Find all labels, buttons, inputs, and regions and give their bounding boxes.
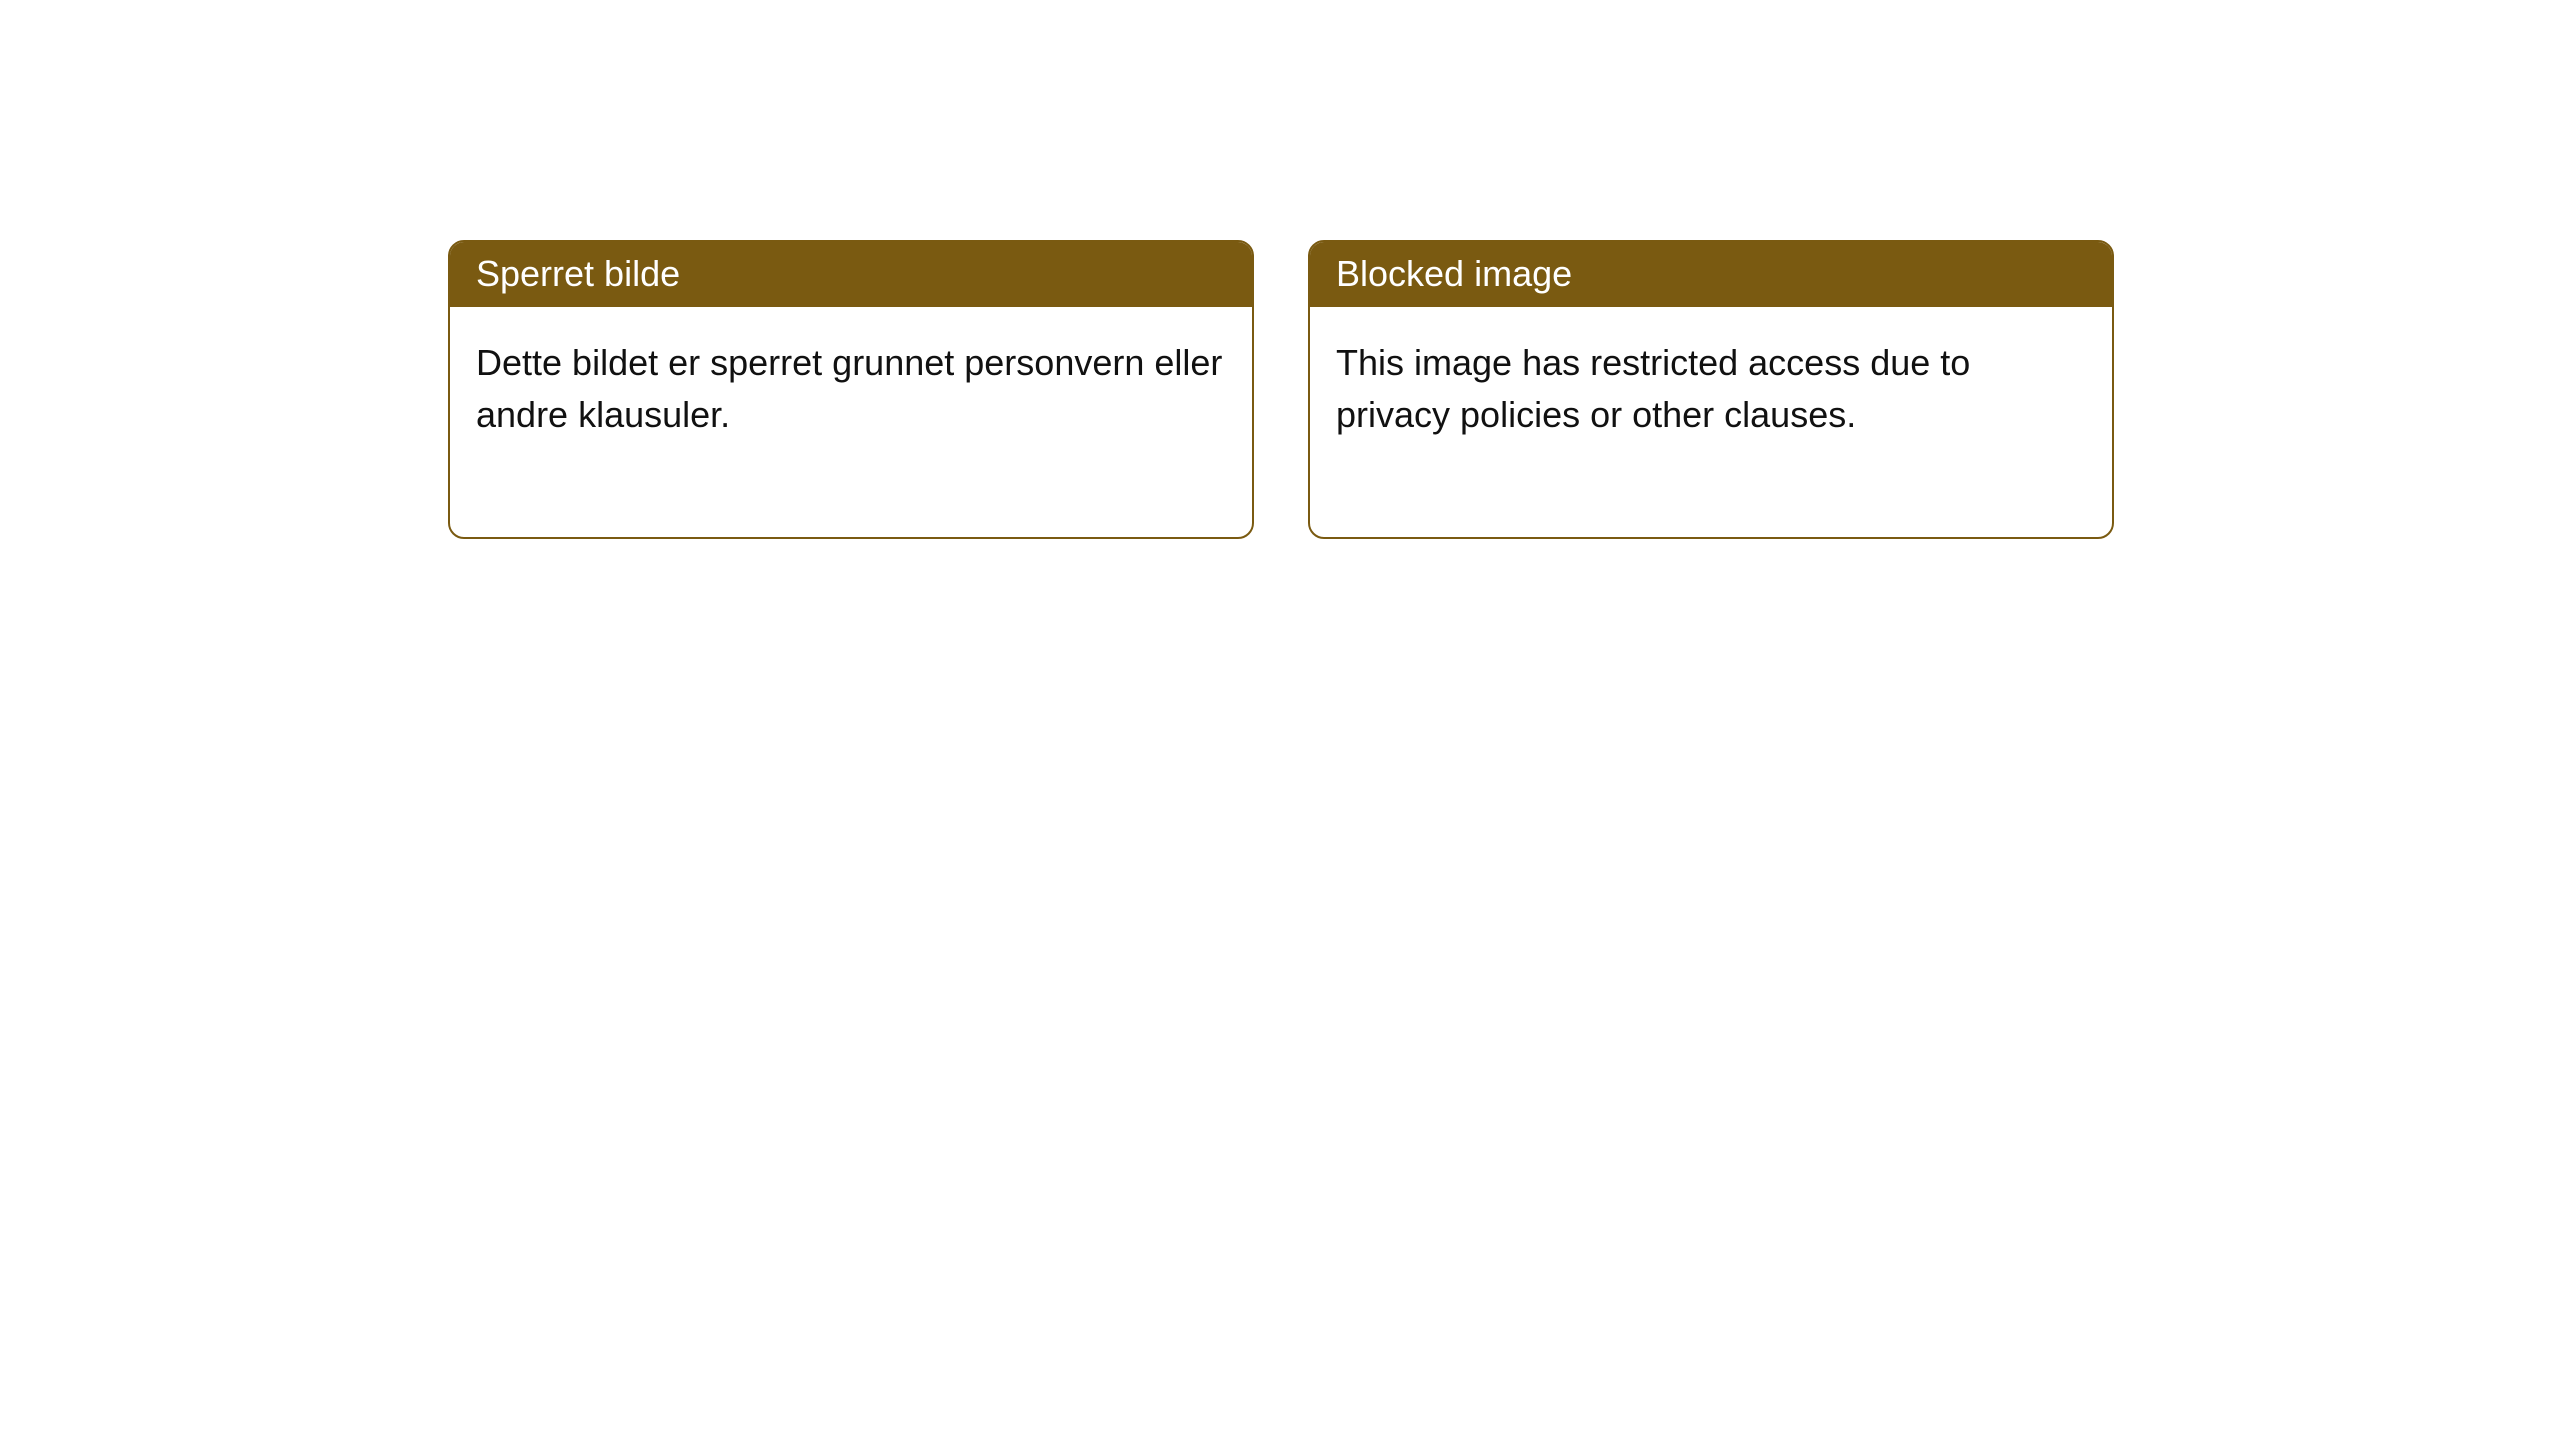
notice-card-message: Dette bildet er sperret grunnet personve…	[450, 307, 1252, 537]
notice-card-norwegian: Sperret bilde Dette bildet er sperret gr…	[448, 240, 1254, 539]
notice-card-message: This image has restricted access due to …	[1310, 307, 2112, 537]
notice-card-english: Blocked image This image has restricted …	[1308, 240, 2114, 539]
notice-card-title: Blocked image	[1310, 242, 2112, 307]
notice-container: Sperret bilde Dette bildet er sperret gr…	[448, 240, 2114, 539]
notice-card-title: Sperret bilde	[450, 242, 1252, 307]
